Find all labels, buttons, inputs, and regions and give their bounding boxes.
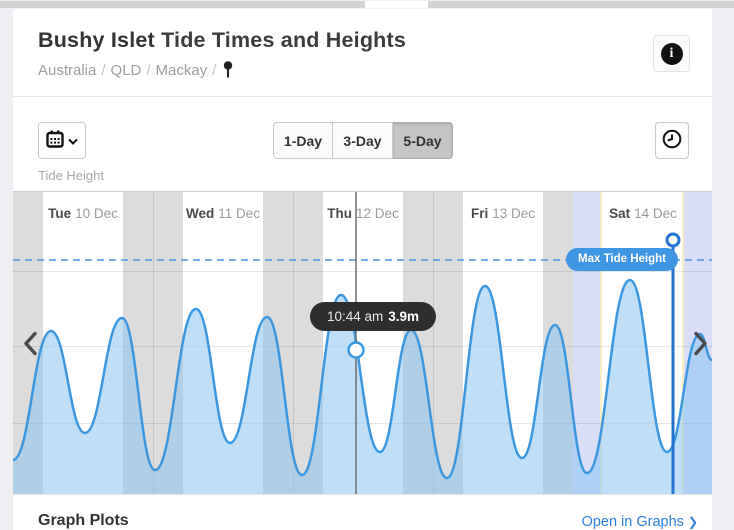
info-button[interactable]: i — [653, 35, 690, 72]
midnight-divider — [293, 192, 294, 494]
sunrise-sunset-line — [600, 192, 602, 494]
page-title-suffix: Tide Times and Heights — [154, 28, 407, 52]
day-name: Wed — [185, 206, 215, 221]
max-tide-marker — [665, 232, 681, 248]
info-icon: i — [660, 42, 683, 65]
chevron-left-icon — [23, 331, 37, 356]
tide-height-label: Tide Height — [38, 168, 104, 183]
one-day-button[interactable]: 1-Day — [273, 122, 333, 159]
day-date: 14 Dec — [634, 206, 677, 221]
chevron-down-icon — [68, 133, 78, 148]
midnight-divider — [433, 192, 434, 494]
chevron-right-icon — [693, 331, 707, 356]
window-top-notch — [365, 1, 428, 8]
window-top-strip — [0, 1, 734, 8]
tide-line — [13, 278, 712, 480]
day-name: Thu — [327, 206, 352, 221]
day-name: Tue — [48, 206, 72, 221]
day-label-thu: Thu 12 Dec — [327, 206, 399, 221]
tide-chart[interactable]: Tue 10 Dec Wed 11 Dec Thu 12 Dec Fri 13 Dec … — [13, 191, 712, 495]
page-title: Bushy Islet Tide Times and Heights — [38, 28, 406, 53]
breadcrumb-country[interactable]: Australia — [38, 62, 97, 79]
three-day-button[interactable]: 3-Day — [333, 122, 393, 159]
day-date: 11 Dec — [218, 206, 261, 221]
day-date: 10 Dec — [75, 206, 118, 221]
day-label-wed: Wed 11 Dec — [186, 206, 260, 221]
day-date: 12 Dec — [355, 206, 399, 221]
location-name: Bushy Islet — [38, 28, 155, 52]
breadcrumb-region[interactable]: Mackay — [155, 62, 208, 79]
chart-prev-button[interactable] — [21, 331, 39, 357]
day-date: 13 Dec — [492, 206, 536, 221]
breadcrumb-separator: / — [101, 62, 106, 79]
breadcrumb-separator: / — [212, 62, 217, 79]
open-in-graphs-label: Open in Graphs — [581, 514, 684, 530]
chart-bottom-border — [13, 494, 712, 495]
calendar-icon — [46, 130, 64, 151]
day-name: Fri — [470, 206, 489, 221]
sunrise-sunset-line — [682, 192, 684, 494]
day-label-sat: Sat 14 Dec — [609, 206, 677, 221]
breadcrumb-state[interactable]: QLD — [110, 62, 142, 79]
day-label-tue: Tue 10 Dec — [48, 206, 118, 221]
header-divider — [13, 96, 712, 97]
graph-plots-heading: Graph Plots — [38, 512, 129, 529]
day-label-fri: Fri 13 Dec — [471, 206, 535, 221]
day-range-button-group: 1-Day 3-Day 5-Day — [273, 122, 453, 159]
tide-tooltip: 10:44 am 3.9m — [309, 302, 437, 331]
tide-chart-canvas[interactable] — [13, 192, 712, 494]
clock-icon — [662, 129, 682, 152]
calendar-button[interactable] — [38, 122, 86, 159]
tooltip-height: 3.9m — [388, 309, 420, 324]
midnight-divider — [153, 192, 154, 494]
breadcrumb: Australia / QLD / Mackay / — [38, 61, 233, 82]
location-pin-icon — [223, 61, 233, 82]
open-in-graphs-link[interactable]: Open in Graphs ❯ — [582, 514, 698, 530]
gridline — [13, 271, 712, 272]
breadcrumb-separator: / — [146, 62, 151, 79]
chevron-right-icon: ❯ — [687, 515, 698, 529]
chart-top-border — [13, 191, 712, 192]
tide-card: Bushy Islet Tide Times and Heights Austr… — [13, 9, 712, 530]
day-name: Sat — [609, 206, 631, 221]
tooltip-time: 10:44 am — [326, 309, 384, 324]
chart-next-button[interactable] — [691, 331, 709, 357]
clock-button[interactable] — [655, 122, 689, 159]
tide-cursor-marker[interactable] — [347, 341, 365, 359]
max-tide-height-badge: Max Tide Height — [566, 248, 678, 271]
tide-area-fill — [13, 280, 712, 494]
five-day-button[interactable]: 5-Day — [393, 122, 453, 159]
